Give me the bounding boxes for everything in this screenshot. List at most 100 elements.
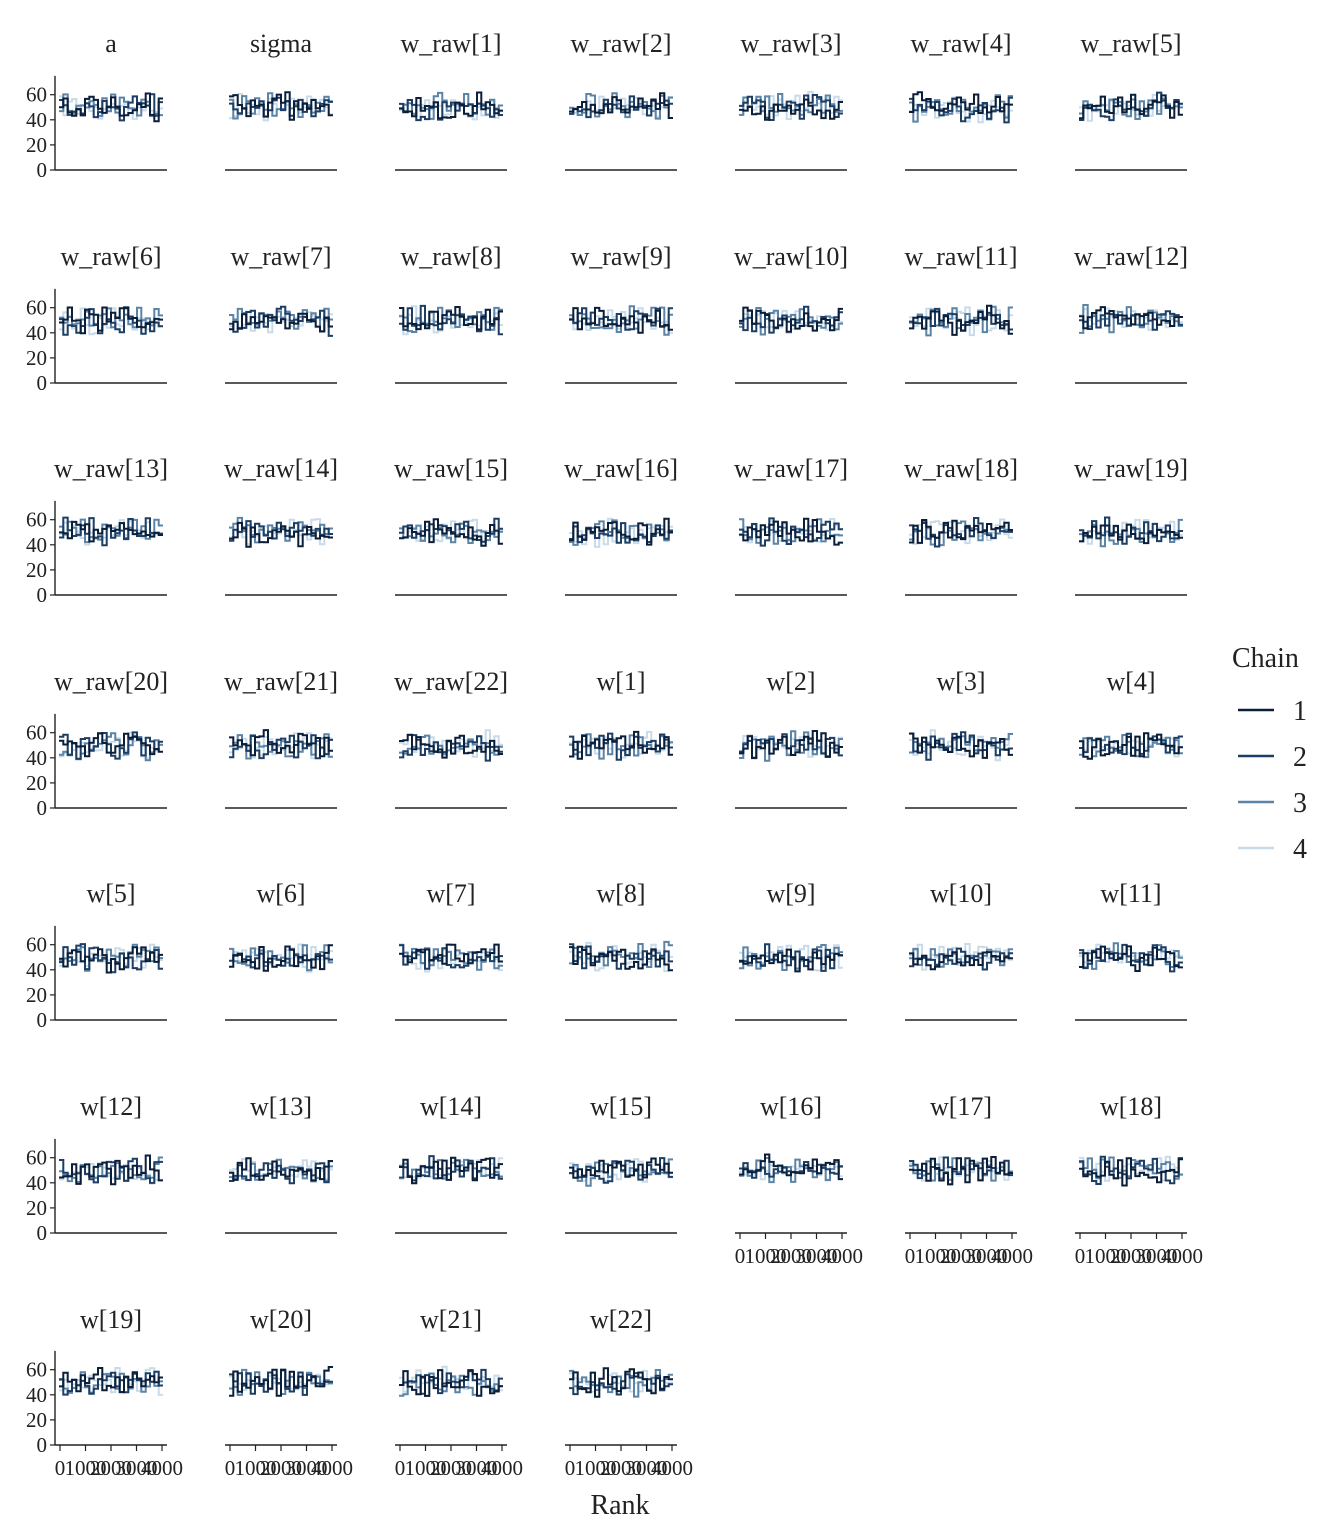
chain-1-trace xyxy=(399,1369,503,1397)
x-tick-label: 2000 xyxy=(940,1244,982,1268)
facet-panel: w[11] xyxy=(1075,879,1187,1021)
x-tick-label: 3000 xyxy=(286,1456,328,1480)
x-tick-label: 0 xyxy=(905,1244,916,1268)
y-tick-label: 20 xyxy=(26,771,47,795)
chain-2-trace xyxy=(909,96,1013,124)
chain-2-trace xyxy=(399,1368,503,1395)
x-tick-label: 3000 xyxy=(626,1456,668,1480)
facet-panel: sigma xyxy=(225,29,337,171)
x-tick-label: 3000 xyxy=(456,1456,498,1480)
y-tick-label: 60 xyxy=(26,1358,47,1382)
facet-title: w_raw[18] xyxy=(904,454,1018,483)
facet-panel: w[3] xyxy=(905,667,1017,809)
chain-1-trace xyxy=(1079,523,1183,545)
chain-1-trace xyxy=(1079,306,1183,330)
chain-1-trace xyxy=(59,92,163,123)
y-tick-label: 0 xyxy=(37,1008,48,1032)
y-tick-label: 0 xyxy=(37,583,48,607)
facet-title: w[18] xyxy=(1100,1092,1162,1121)
facet-title: w[19] xyxy=(80,1305,142,1334)
chain-2-trace xyxy=(569,732,673,761)
x-tick-label: 2000 xyxy=(430,1456,472,1480)
facet-title: sigma xyxy=(250,29,313,58)
facet-title: w_raw[8] xyxy=(400,242,501,271)
chain-1-trace xyxy=(229,944,333,972)
y-tick-label: 40 xyxy=(26,533,47,557)
facet-title: w[4] xyxy=(1106,667,1155,696)
facet-title: w[21] xyxy=(420,1305,482,1334)
chain-1-trace xyxy=(399,306,503,331)
chain-1-trace xyxy=(739,948,843,973)
y-tick-label: 60 xyxy=(26,508,47,532)
chain-2-trace xyxy=(569,1157,673,1184)
x-tick-label: 4000 xyxy=(651,1456,693,1480)
facet-title: w_raw[20] xyxy=(54,667,168,696)
y-tick-label: 40 xyxy=(26,321,47,345)
facet-panel: w_raw[5] xyxy=(1075,29,1187,171)
x-tick-label: 1000 xyxy=(65,1456,107,1480)
chain-1-trace xyxy=(739,730,843,759)
chain-1-trace xyxy=(909,304,1013,336)
facet-panel: w_raw[18] xyxy=(904,454,1018,596)
y-tick-label: 20 xyxy=(26,1196,47,1220)
chain-1-trace xyxy=(569,306,673,334)
chain-1-trace xyxy=(739,1153,843,1181)
facet-title: w[22] xyxy=(590,1305,652,1334)
facet-panel: w_raw[16] xyxy=(564,454,678,596)
chain-1-trace xyxy=(399,91,503,120)
x-tick-label: 1000 xyxy=(405,1456,447,1480)
chain-1-trace xyxy=(229,521,333,548)
chain-1-trace xyxy=(569,1367,673,1398)
y-tick-label: 0 xyxy=(37,1221,48,1245)
facet-panel: w_raw[12] xyxy=(1074,242,1188,384)
facet-title: w[9] xyxy=(766,879,815,908)
legend-items: 1 2 3 4 xyxy=(1238,696,1307,865)
chain-2-trace xyxy=(229,96,333,118)
chain-1-trace xyxy=(399,518,503,547)
x-tick-label: 2000 xyxy=(600,1456,642,1480)
facet-title: w[13] xyxy=(250,1092,312,1121)
facet-panel: w_raw[17] xyxy=(734,454,848,596)
chain-1-trace xyxy=(229,729,333,758)
x-tick-label: 3000 xyxy=(796,1244,838,1268)
facet-panel: w[15] xyxy=(565,1092,677,1234)
x-tick-label: 1000 xyxy=(1085,1244,1127,1268)
facet-title: w_raw[2] xyxy=(570,29,671,58)
legend-label-chain-4: 4 xyxy=(1293,834,1307,865)
facet-title: w_raw[11] xyxy=(904,242,1017,271)
chain-2-trace xyxy=(909,517,1013,548)
facet-title: w_raw[19] xyxy=(1074,454,1188,483)
x-tick-label: 0 xyxy=(395,1456,406,1480)
chain-1-trace xyxy=(399,943,503,965)
facet-title: w_raw[9] xyxy=(570,242,671,271)
y-tick-label: 40 xyxy=(26,108,47,132)
facet-panel: w_raw[21] xyxy=(224,667,338,809)
facet-panel: w_raw[1] xyxy=(395,29,507,171)
chain-1-trace xyxy=(59,1154,163,1186)
facet-title: w_raw[5] xyxy=(1080,29,1181,58)
facet-title: w[5] xyxy=(86,879,135,908)
x-tick-label: 0 xyxy=(565,1456,576,1480)
x-tick-label: 2000 xyxy=(260,1456,302,1480)
facet-panel: w_raw[22] xyxy=(394,667,508,809)
chain-1-trace xyxy=(909,91,1013,114)
facet-title: w[17] xyxy=(930,1092,992,1121)
chain-1-trace xyxy=(229,91,333,121)
chain-1-trace xyxy=(229,1366,333,1397)
legend: Chain 1 2 3 4 xyxy=(1232,643,1307,865)
x-tick-label: 2000 xyxy=(1110,1244,1152,1268)
facet-panel: w_raw[10] xyxy=(734,242,848,384)
x-tick-label: 4000 xyxy=(991,1244,1033,1268)
y-tick-label: 60 xyxy=(26,721,47,745)
chain-1-trace xyxy=(1079,732,1183,760)
y-tick-label: 20 xyxy=(26,346,47,370)
facet-title: w[14] xyxy=(420,1092,482,1121)
chain-1-trace xyxy=(569,92,673,119)
chain-1-trace xyxy=(59,306,163,335)
y-tick-label: 20 xyxy=(26,133,47,157)
facet-title: w[8] xyxy=(596,879,645,908)
